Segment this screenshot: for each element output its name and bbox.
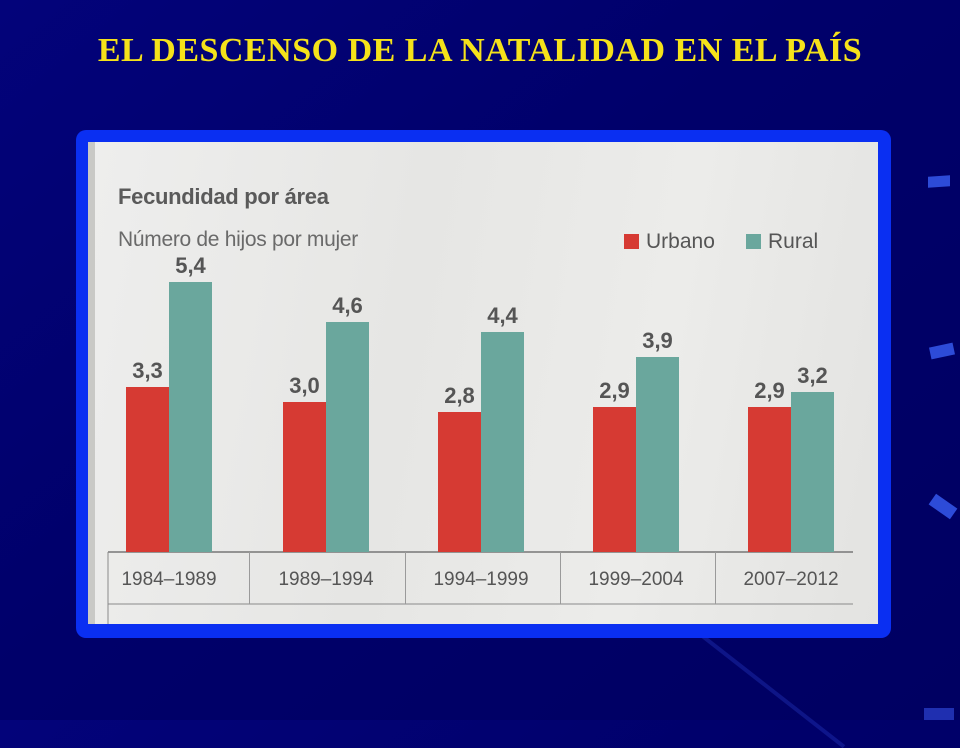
data-label-rural-5: 3,2 — [797, 363, 828, 388]
data-label-rural-4: 3,9 — [642, 328, 673, 353]
data-label-urbano-3: 2,8 — [444, 383, 475, 408]
data-label-rural-1: 5,4 — [175, 253, 206, 278]
category-label-3: 1994–1999 — [433, 569, 528, 590]
category-label-2: 1989–1994 — [278, 569, 374, 590]
bar-urbano-1 — [126, 387, 169, 552]
category-label-1: 1984–1989 — [121, 569, 216, 590]
bar-chart: 3,3 3,0 2,8 2,9 2,9 5,4 4,6 4,4 3,9 3,2 1984–1989 1… — [107, 253, 853, 624]
data-label-urbano-4: 2,9 — [599, 378, 630, 403]
bar-urbano-3 — [438, 412, 481, 552]
legend-item-rural: Rural — [746, 230, 818, 254]
background-decoration — [924, 708, 954, 720]
newspaper-chart-clipping: Fecundidad por área Número de hijos por … — [88, 142, 878, 624]
chart-subtitle: Número de hijos por mujer — [118, 228, 358, 251]
data-label-urbano-5: 2,9 — [754, 378, 785, 403]
chart-title: Fecundidad por área — [118, 184, 329, 209]
legend-swatch-rural — [746, 234, 761, 249]
background-decoration — [928, 175, 950, 188]
data-label-urbano-1: 3,3 — [132, 358, 163, 383]
data-label-rural-2: 4,6 — [332, 293, 363, 318]
data-label-rural-3: 4,4 — [487, 303, 518, 328]
background-decoration — [928, 493, 958, 520]
bar-urbano-5 — [748, 407, 791, 552]
bar-rural-2 — [326, 322, 369, 552]
bar-rural-3 — [481, 332, 524, 552]
category-label-5: 2007–2012 — [743, 569, 838, 590]
background-decoration — [929, 342, 955, 360]
bar-urbano-4 — [593, 407, 636, 552]
clipping-edge — [88, 142, 95, 624]
bar-rural-1 — [169, 282, 212, 552]
bar-urbano-2 — [283, 402, 326, 552]
legend-item-urbano: Urbano — [624, 230, 715, 254]
bar-rural-4 — [636, 357, 679, 552]
legend-label-rural: Rural — [768, 230, 819, 253]
slide-title: EL DESCENSO DE LA NATALIDAD EN EL PAÍS — [97, 32, 863, 69]
legend-label-urbano: Urbano — [646, 230, 715, 253]
bar-rural-5 — [791, 392, 834, 552]
legend-swatch-urbano — [624, 234, 639, 249]
data-label-urbano-2: 3,0 — [289, 373, 320, 398]
category-label-4: 1999–2004 — [588, 569, 684, 590]
